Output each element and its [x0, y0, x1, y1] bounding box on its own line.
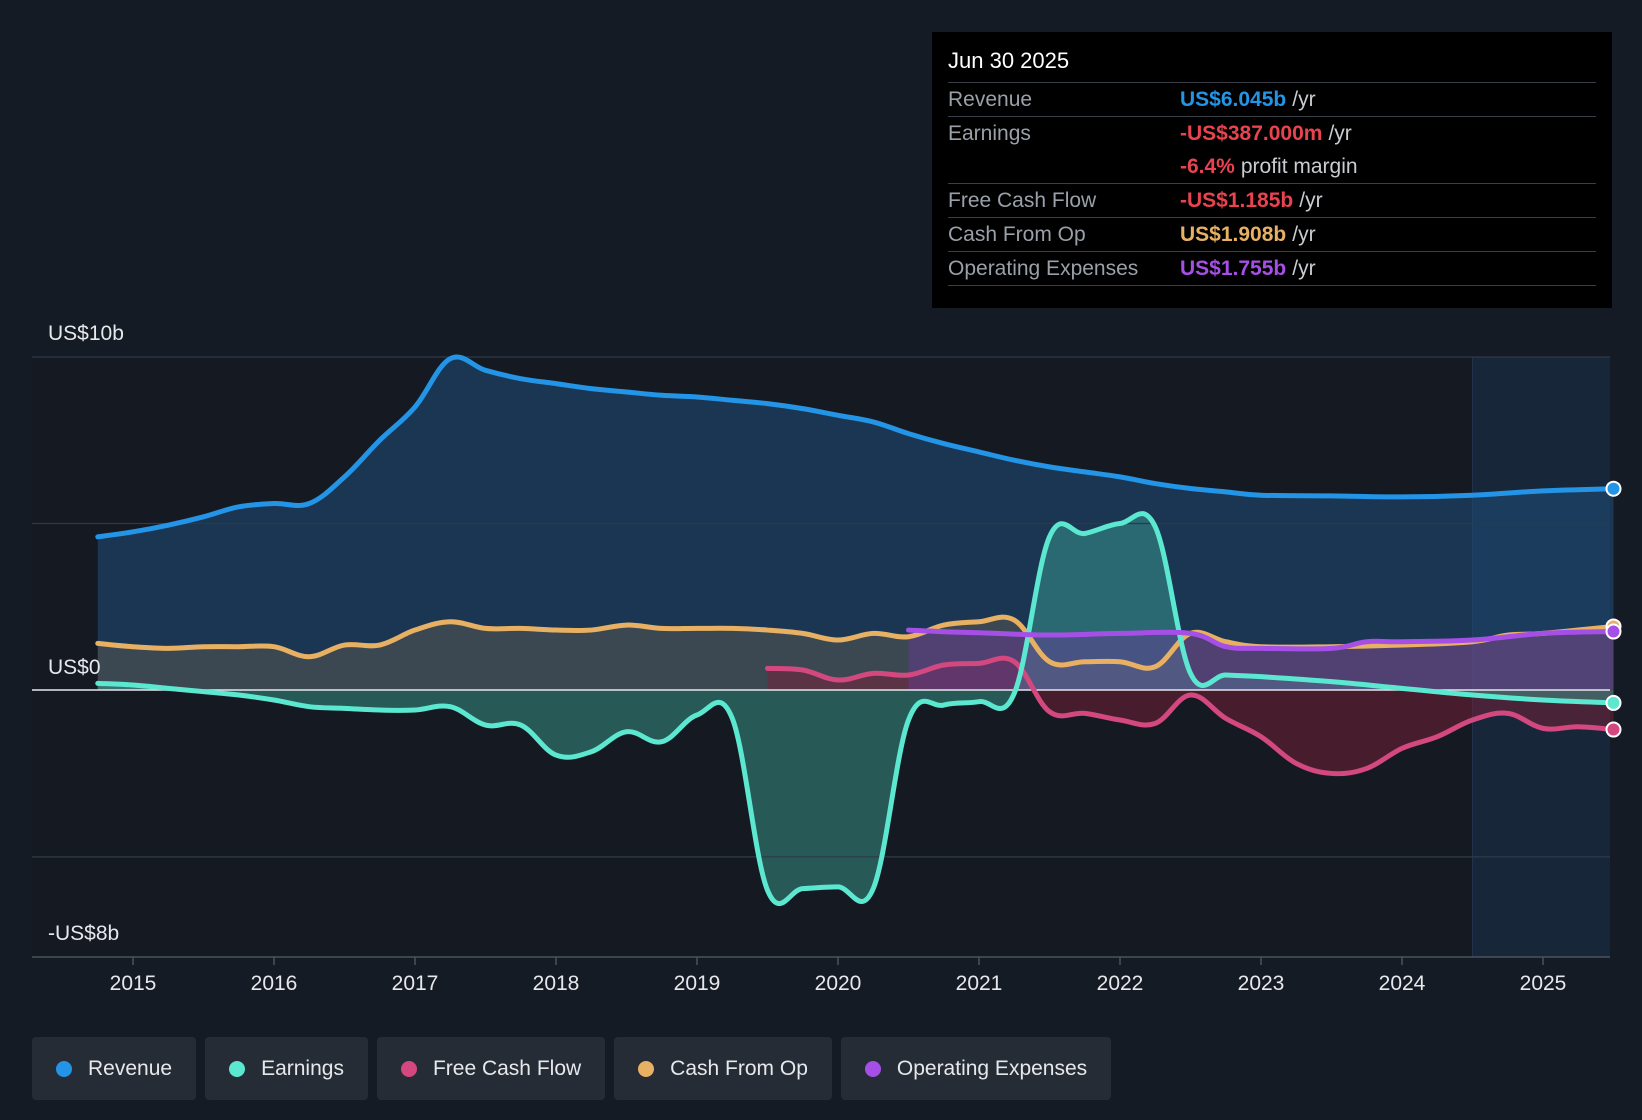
earnings-line — [95, 511, 1616, 906]
legend-label: Operating Expenses — [896, 1056, 1088, 1080]
y-label-bottom: -US$8b — [48, 922, 119, 945]
x-axis-ticks: 2015 2016 2017 2018 2019 2020 2021 2022 2023 2024… — [110, 957, 1567, 995]
legend-dot-icon — [56, 1060, 72, 1077]
legend-item-opex[interactable]: Operating Expenses — [840, 1037, 1112, 1100]
tooltip-label: Earnings — [948, 122, 1031, 145]
x-tick-label: 2020 — [815, 972, 862, 995]
x-tick-label: 2024 — [1379, 972, 1426, 995]
tooltip-date: Jun 30 2025 — [948, 48, 1070, 73]
tooltip-row-revenue: Revenue US$6.045b/yr — [948, 82, 1596, 116]
legend-label: Revenue — [88, 1056, 173, 1080]
tooltip-row-opex: Operating Expenses US$1.755b/yr — [948, 251, 1596, 286]
tooltip-value: US$1.908b — [1180, 223, 1287, 246]
tooltip-value: -US$1.185b — [1180, 189, 1294, 212]
tooltip-unit: /yr — [1328, 122, 1352, 145]
legend-dot-icon — [864, 1060, 881, 1077]
earnings-area — [97, 513, 1614, 904]
fcf-line — [765, 655, 1616, 777]
legend-dot-icon — [638, 1060, 655, 1077]
legend-dot-icon — [229, 1060, 246, 1077]
tooltip-row-earnings: Earnings -US$387.000m/yr -6.4% profit mar… — [948, 116, 1596, 183]
legend-label: Earnings — [261, 1056, 344, 1080]
x-tick-label: 2019 — [674, 972, 721, 995]
x-tick-label: 2022 — [1097, 972, 1144, 995]
tooltip-panel: Jun 30 2025 Revenue US$6.045b/yr Earning… — [932, 32, 1612, 308]
tooltip-label: Free Cash Flow — [948, 189, 1097, 212]
profit-margin-value: -6.4% — [1180, 155, 1235, 178]
opex-end-marker — [1605, 623, 1622, 640]
x-tick-label: 2016 — [251, 972, 298, 995]
x-tick-label: 2015 — [110, 972, 157, 995]
series-lines — [95, 354, 1616, 906]
opex-line — [906, 627, 1616, 652]
fcf-end-marker — [1605, 721, 1622, 738]
legend-dot-icon — [400, 1060, 417, 1077]
legend: Revenue Earnings Free Cash Flow Cash Fro… — [32, 1037, 1112, 1100]
axis-labels: US$10b US$0 -US$8b — [48, 322, 124, 945]
legend-item-revenue[interactable]: Revenue — [32, 1037, 197, 1100]
x-tick-label: 2023 — [1238, 972, 1285, 995]
cfo-area — [97, 617, 1614, 690]
tooltip-label: Operating Expenses — [948, 257, 1139, 280]
tooltip-value: US$6.045b — [1180, 88, 1287, 111]
revenue-end-marker — [1605, 480, 1622, 497]
legend-label: Cash From Op — [670, 1056, 808, 1080]
tooltip-row-cfo: Cash From Op US$1.908b/yr — [948, 217, 1596, 251]
fcf-area — [767, 658, 1614, 774]
tooltip-row-fcf: Free Cash Flow -US$1.185b/yr — [948, 183, 1596, 217]
end-markers — [1605, 480, 1622, 738]
legend-item-earnings[interactable]: Earnings — [205, 1037, 368, 1100]
x-tick-label: 2021 — [956, 972, 1003, 995]
tooltip-label: Revenue — [948, 88, 1033, 111]
legend-item-fcf[interactable]: Free Cash Flow — [376, 1037, 606, 1100]
gridlines — [32, 356, 1610, 958]
y-label-top: US$10b — [48, 322, 124, 345]
tooltip-value: -US$387.000m — [1180, 122, 1323, 145]
x-tick-label: 2018 — [533, 972, 580, 995]
earnings-end-marker — [1605, 694, 1622, 711]
y-label-zero: US$0 — [48, 656, 101, 679]
tooltip-unit: /yr — [1292, 88, 1316, 111]
x-tick-label: 2025 — [1520, 972, 1567, 995]
profit-margin-label: profit margin — [1240, 155, 1358, 178]
tooltip-unit: /yr — [1299, 189, 1323, 212]
tooltip-unit: /yr — [1292, 257, 1316, 280]
tooltip-unit: /yr — [1292, 223, 1316, 246]
chart-area: US$10b US$0 -US$8b 2015 2016 2017 2018 2019 2… — [32, 322, 1622, 995]
legend-label: Free Cash Flow — [432, 1056, 582, 1080]
legend-item-cfo[interactable]: Cash From Op — [614, 1037, 832, 1100]
x-tick-label: 2017 — [392, 972, 439, 995]
revenue-line — [95, 354, 1616, 540]
tooltip-label: Cash From Op — [948, 223, 1086, 246]
tooltip-value: US$1.755b — [1180, 257, 1287, 280]
